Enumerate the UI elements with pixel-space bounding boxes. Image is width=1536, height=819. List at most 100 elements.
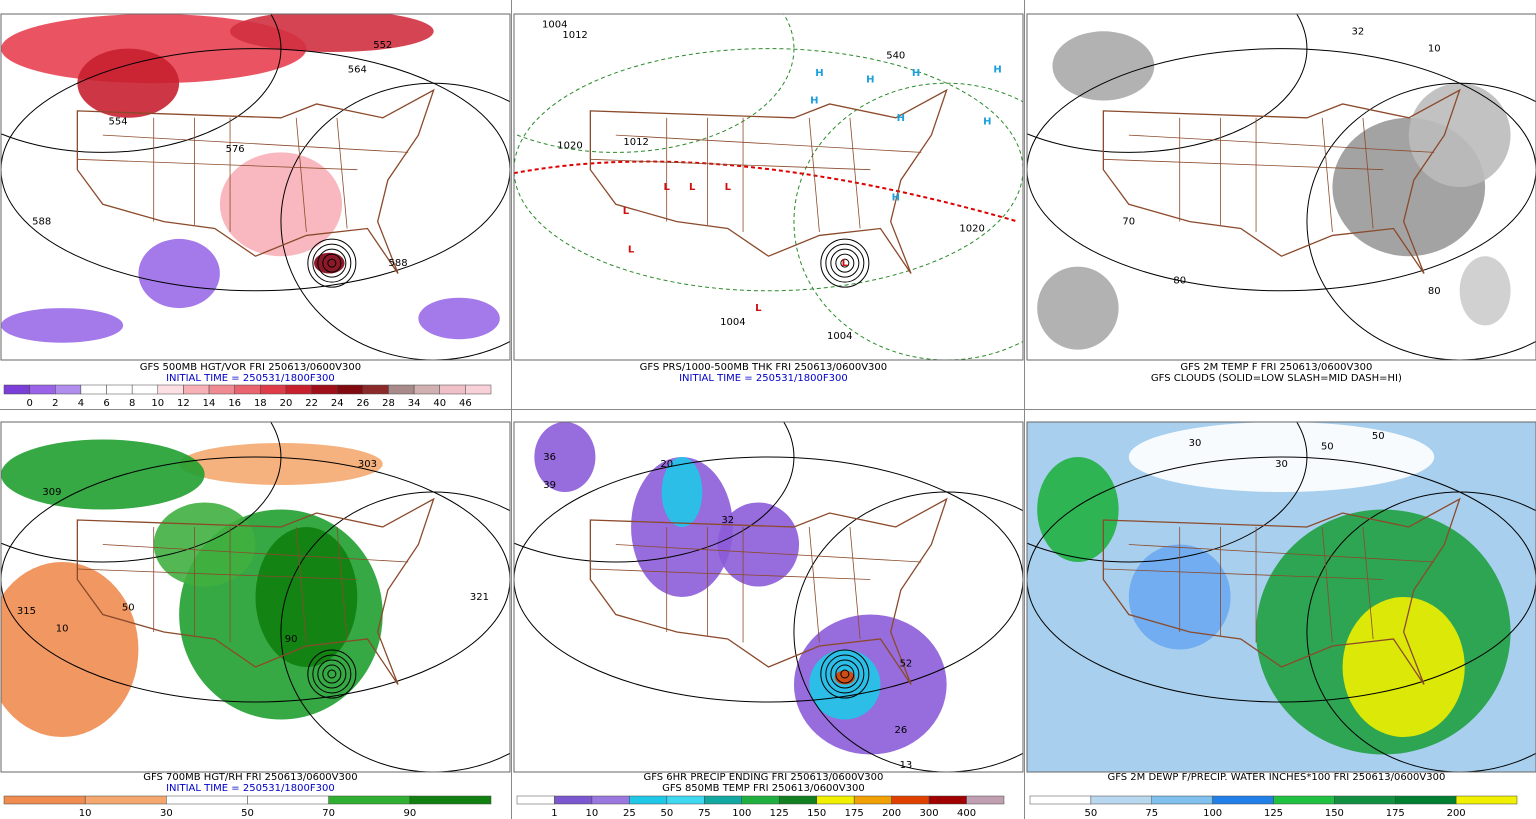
colorbar-box — [1455, 795, 1518, 805]
state-line — [1321, 117, 1333, 233]
contour-label: 588 — [32, 217, 51, 228]
pressure-center: L — [755, 303, 762, 314]
pressure-center: L — [664, 182, 671, 193]
pressure-center: H — [912, 68, 920, 79]
coastline — [589, 497, 948, 685]
contour-label: 303 — [358, 459, 377, 470]
panel: 309 315 10 50 90 321 303 GFS 700MB HGT/RH FRI 2… — [0, 421, 511, 819]
storm-contour — [835, 253, 855, 273]
shaded-area — [717, 502, 800, 587]
state-line — [295, 526, 307, 643]
contour — [1027, 422, 1308, 563]
map-frame — [513, 13, 1024, 361]
pressure-center: H — [892, 192, 900, 203]
caption: GFS 500MB HGT/VOR FRI 250613/0600V300 — [140, 362, 361, 373]
colorbar-label: 46 — [459, 398, 472, 409]
colorbar-box — [1273, 795, 1335, 805]
contour-label: 1004 — [542, 19, 567, 30]
contour-label: 80 — [1428, 286, 1441, 297]
colorbar-box — [465, 384, 492, 395]
panel: 36 39 20 26 52 13 32 GFS 6HR PRECIP ENDING FRI … — [513, 421, 1024, 819]
colorbar-label: 150 — [807, 808, 826, 819]
contour-label: 52 — [900, 659, 913, 670]
contour-label: 30 — [1275, 459, 1288, 470]
pressure-center: L — [842, 258, 849, 269]
colorbar-label: 200 — [882, 808, 901, 819]
colorbar-label: 125 — [1264, 808, 1283, 819]
colorbar-label: 18 — [254, 398, 267, 409]
colorbar-label: 125 — [770, 808, 789, 819]
contour — [280, 491, 510, 772]
state-line — [615, 544, 922, 563]
storm-contour — [840, 669, 850, 679]
shaded-area — [418, 297, 500, 340]
colorbar-label: 2 — [52, 398, 58, 409]
caption: GFS CLOUDS (SOLID=LOW SLASH=MID DASH=HI) — [1151, 373, 1402, 384]
contour — [1, 456, 510, 703]
colorbar-box — [106, 384, 133, 395]
state-line — [1128, 544, 1435, 563]
caption: GFS 850MB TEMP FRI 250613/0600V300 — [662, 783, 865, 794]
colorbar-box — [409, 795, 492, 805]
colorbar-box — [741, 795, 780, 805]
colorbar-label: 1 — [551, 808, 557, 819]
caption: INITIAL TIME = 250531/1800F300 — [166, 373, 335, 384]
colorbar-box — [29, 384, 56, 395]
colorbar-box — [3, 795, 86, 805]
colorbar-box — [55, 384, 82, 395]
colorbar-box — [157, 384, 184, 395]
map: 36 39 20 26 52 13 32 — [514, 422, 1023, 772]
contour — [1027, 48, 1536, 292]
colorbar-box — [1334, 795, 1396, 805]
colorbar-box — [629, 795, 668, 805]
state-line — [295, 117, 307, 233]
storm-contour — [825, 654, 865, 694]
colorbar-box — [704, 795, 743, 805]
contour-label: 26 — [894, 725, 907, 736]
colorbar-label: 150 — [1325, 808, 1344, 819]
map-background — [514, 14, 1023, 360]
state-line — [336, 526, 348, 640]
storm-contour — [317, 248, 347, 278]
contour-label: 10 — [1428, 44, 1441, 55]
state-line — [1362, 117, 1374, 229]
contour-label: 1012 — [623, 137, 648, 148]
pressure-center: L — [623, 206, 630, 217]
contour-label: 554 — [109, 116, 128, 127]
colorbar-box — [516, 795, 555, 805]
colorbar-box — [1212, 795, 1274, 805]
colorbar-label: 10 — [151, 398, 164, 409]
colorbar-box — [1395, 795, 1457, 805]
colorbar-label: 90 — [403, 808, 416, 819]
storm-contour — [835, 664, 855, 684]
colorbar-label: 100 — [1203, 808, 1222, 819]
shaded-area — [1, 14, 307, 84]
shaded-area — [230, 14, 434, 53]
pressure-center: H — [815, 68, 823, 79]
contour-label: 309 — [42, 487, 61, 498]
colorbar-box — [966, 795, 1005, 805]
storm-contour — [312, 243, 352, 283]
contour-label: 13 — [900, 760, 913, 771]
colorbar-label: 14 — [203, 398, 216, 409]
coastline — [76, 497, 435, 685]
storm-contour — [322, 253, 342, 273]
colorbar-label: 30 — [160, 808, 173, 819]
state-line — [849, 117, 861, 229]
shaded-area — [1342, 597, 1465, 737]
contour-label: 588 — [388, 258, 407, 269]
caption: GFS 700MB HGT/RH FRI 250613/0600V300 — [143, 772, 357, 783]
map-frame — [513, 421, 1024, 773]
panel: 50 50 30 30 GFS 2M DEWP F/PRECIP. WATER INCH… — [1026, 421, 1536, 819]
colorbar-box — [131, 384, 159, 395]
pressure-center: H — [993, 64, 1001, 75]
colorbar-box — [328, 795, 411, 805]
contour-label: 1012 — [562, 30, 587, 41]
shaded-area — [138, 238, 220, 309]
colorbar-label: 70 — [322, 808, 335, 819]
caption: GFS 6HR PRECIP ENDING FRI 250613/0600V30… — [643, 772, 883, 783]
storm-contour — [317, 659, 347, 689]
state-line — [849, 526, 861, 640]
contour-label: 564 — [348, 64, 367, 75]
